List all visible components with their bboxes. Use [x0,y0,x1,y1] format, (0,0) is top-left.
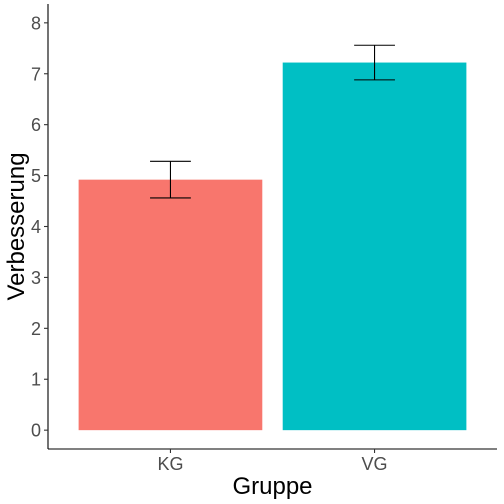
error-bar-kg [150,160,191,199]
y-tick-label: 0 [31,421,41,441]
error-bar-vg [354,44,395,81]
bar-kg [78,179,263,431]
x-axis-ticks: KG VG [157,449,388,474]
x-tick-label-vg: VG [362,454,388,474]
y-tick-label: 8 [31,13,41,33]
y-axis-ticks: 0 1 2 3 4 5 6 7 8 [31,13,48,441]
y-tick-label: 7 [31,64,41,84]
error-bars-group [150,44,395,199]
y-tick-label: 5 [31,166,41,186]
x-tick-label-kg: KG [157,454,183,474]
bar-vg [282,62,467,431]
y-tick-label: 2 [31,319,41,339]
y-tick-label: 1 [31,370,41,390]
y-tick-label: 3 [31,268,41,288]
y-tick-label: 4 [31,217,41,237]
x-axis-title: Gruppe [232,473,312,500]
bars-group [78,62,467,431]
y-tick-label: 6 [31,115,41,135]
y-axis-title: Verbesserung [3,152,30,300]
